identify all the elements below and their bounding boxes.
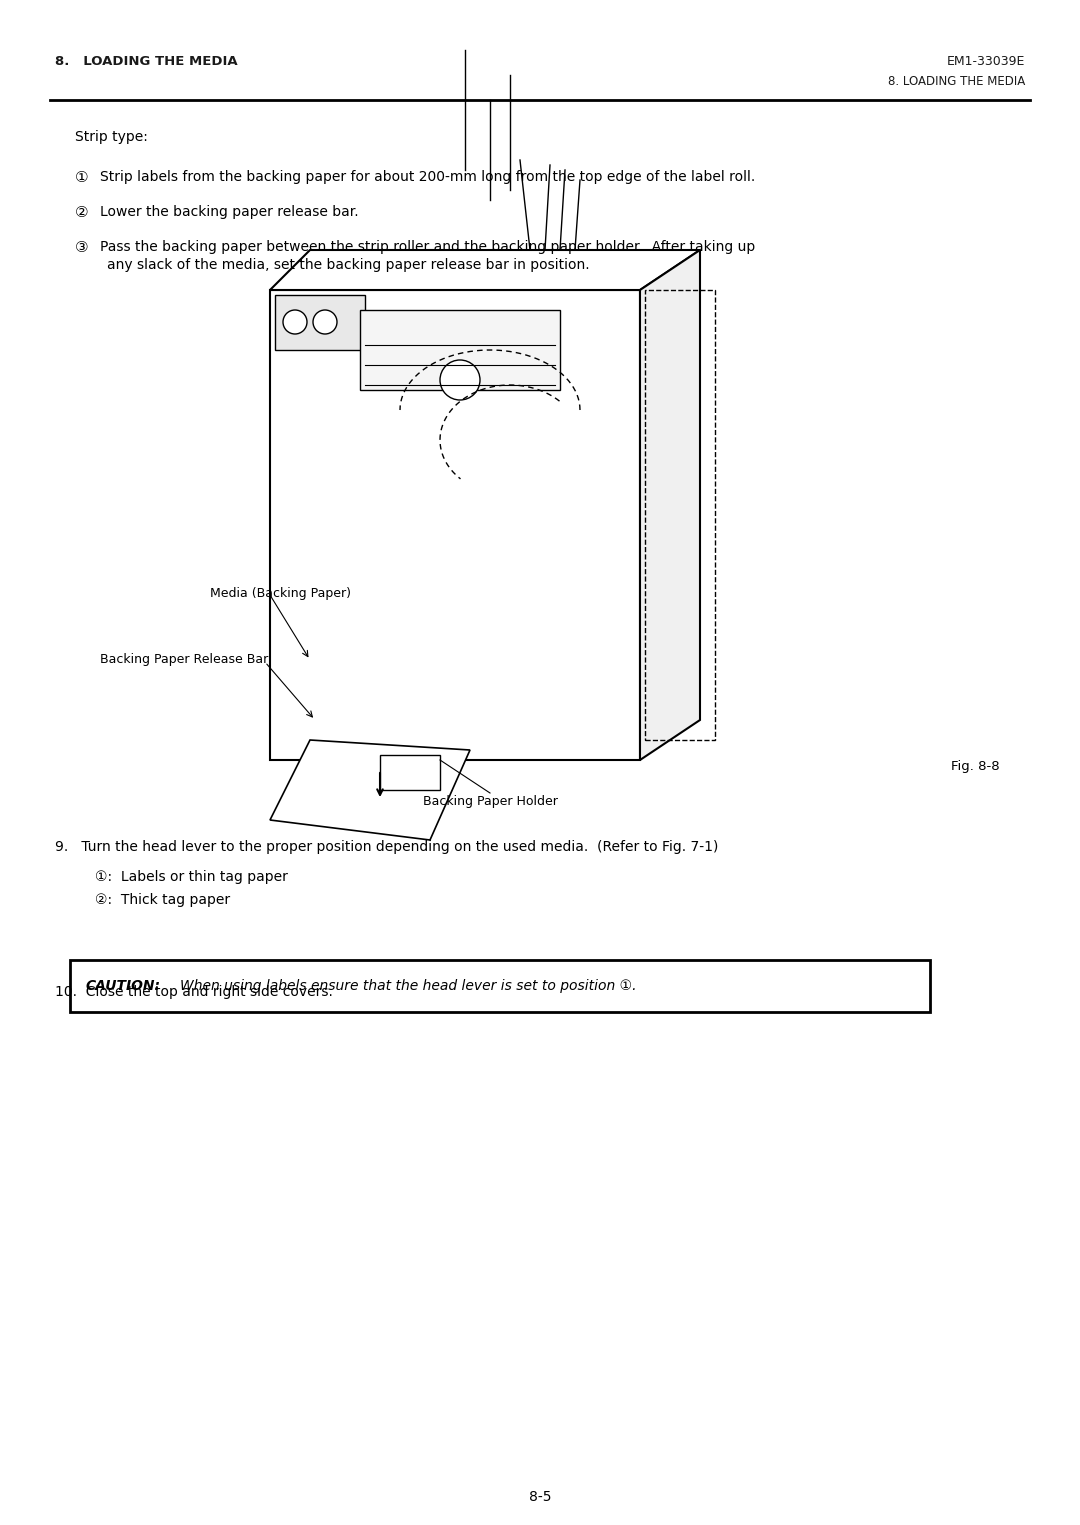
- Text: ②:  Thick tag paper: ②: Thick tag paper: [95, 894, 230, 907]
- Bar: [645, 290, 715, 740]
- Bar: [360, 310, 561, 390]
- Text: Strip labels from the backing paper for about 200-mm long from the top edge of t: Strip labels from the backing paper for …: [100, 169, 755, 185]
- Text: ①:  Labels or thin tag paper: ①: Labels or thin tag paper: [95, 869, 288, 884]
- Circle shape: [283, 310, 307, 334]
- Polygon shape: [270, 740, 470, 840]
- Text: ③: ③: [76, 239, 89, 255]
- Text: CAUTION:: CAUTION:: [85, 979, 160, 993]
- Text: 10.  Close the top and right side covers.: 10. Close the top and right side covers.: [55, 985, 333, 999]
- Text: 8.   LOADING THE MEDIA: 8. LOADING THE MEDIA: [55, 55, 238, 69]
- Text: 9.   Turn the head lever to the proper position depending on the used media.  (R: 9. Turn the head lever to the proper pos…: [55, 840, 718, 854]
- Circle shape: [313, 310, 337, 334]
- FancyBboxPatch shape: [70, 961, 930, 1013]
- Text: Pass the backing paper between the strip roller and the backing paper holder.  A: Pass the backing paper between the strip…: [100, 239, 755, 255]
- Polygon shape: [270, 250, 700, 290]
- Text: 8. LOADING THE MEDIA: 8. LOADING THE MEDIA: [888, 75, 1025, 88]
- Text: Backing Paper Holder: Backing Paper Holder: [422, 795, 557, 808]
- Text: Backing Paper Release Bar: Backing Paper Release Bar: [100, 654, 268, 666]
- Polygon shape: [380, 755, 440, 790]
- Text: When using labels ensure that the head lever is set to position ①.: When using labels ensure that the head l…: [180, 979, 636, 993]
- Text: 8-5: 8-5: [529, 1490, 551, 1504]
- Text: ①: ①: [76, 169, 89, 185]
- Text: any slack of the media, set the backing paper release bar in position.: any slack of the media, set the backing …: [107, 258, 590, 271]
- Text: Fig. 8-8: Fig. 8-8: [951, 759, 1000, 773]
- Circle shape: [440, 360, 480, 400]
- Bar: [270, 290, 640, 759]
- Bar: [275, 294, 365, 351]
- Text: Strip type:: Strip type:: [75, 130, 148, 143]
- Text: Lower the backing paper release bar.: Lower the backing paper release bar.: [100, 204, 359, 220]
- Text: ②: ②: [76, 204, 89, 220]
- Text: EM1-33039E: EM1-33039E: [947, 55, 1025, 69]
- Text: Media (Backing Paper): Media (Backing Paper): [210, 587, 351, 599]
- Polygon shape: [640, 250, 700, 759]
